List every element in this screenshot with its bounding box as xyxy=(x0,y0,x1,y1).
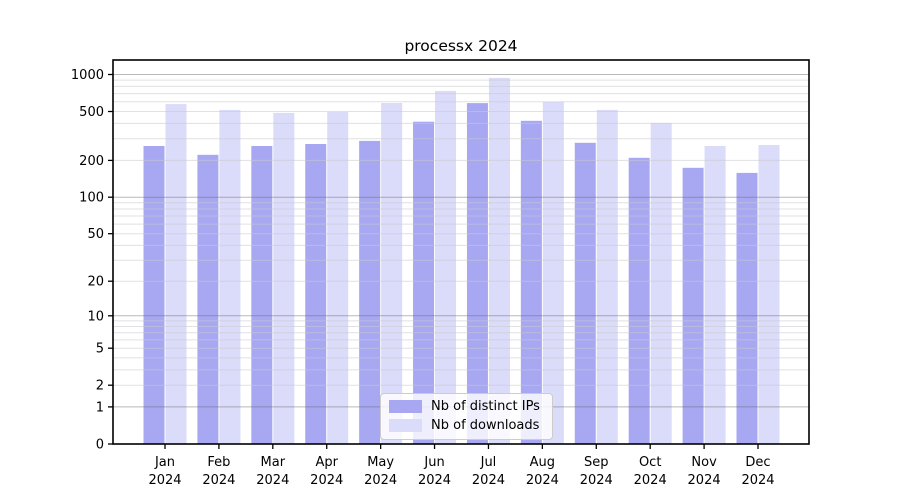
bar-distinct-ips-apr-2024 xyxy=(305,144,327,444)
bar-downloads-feb-2024 xyxy=(219,109,241,445)
y-tick-label-1000: 1000 xyxy=(71,68,104,83)
bar-distinct-ips-sep-2024 xyxy=(574,142,596,445)
bar-distinct-ips-jul-2024 xyxy=(466,103,488,444)
x-tick-label-month-mar: Mar xyxy=(261,455,286,470)
x-tick-label-month-nov: Nov xyxy=(691,455,717,470)
bar-downloads-dec-2024 xyxy=(758,145,780,444)
bars-layer xyxy=(143,77,780,445)
x-tick-label-month-oct: Oct xyxy=(639,455,661,470)
chart-title: processx 2024 xyxy=(404,37,518,55)
bar-distinct-ips-jan-2024 xyxy=(143,146,165,444)
legend-item-distinct-ips: Nb of distinct IPs xyxy=(389,399,540,414)
y-tick-label-200: 200 xyxy=(79,154,104,169)
bar-distinct-ips-feb-2024 xyxy=(197,154,219,445)
legend-label-distinct-ips: Nb of distinct IPs xyxy=(431,399,540,414)
bar-distinct-ips-may-2024 xyxy=(359,140,381,444)
legend-swatch-distinct-ips-icon xyxy=(389,400,422,413)
legend-label-downloads: Nb of downloads xyxy=(431,418,540,433)
y-tick-label-10: 10 xyxy=(87,309,104,324)
x-tick-label-year-jul: 2024 xyxy=(472,473,505,488)
y-tick-label-1: 1 xyxy=(96,400,104,415)
y-tick-label-2: 2 xyxy=(96,379,104,394)
x-tick-label-month-jun: Jun xyxy=(423,455,444,470)
bar-downloads-oct-2024 xyxy=(650,122,672,445)
bar-downloads-sep-2024 xyxy=(596,109,618,445)
x-tick-label-month-aug: Aug xyxy=(530,455,555,470)
bar-downloads-mar-2024 xyxy=(273,112,295,445)
y-tick-label-100: 100 xyxy=(79,191,104,206)
x-tick-label-month-feb: Feb xyxy=(207,455,230,470)
x-axis: Jan 2024 Feb 2024 Mar 2024 Apr 2024 May 2024 Jun 20… xyxy=(148,444,775,488)
x-tick-label-year-sep: 2024 xyxy=(580,473,613,488)
bar-distinct-ips-nov-2024 xyxy=(682,167,704,445)
y-tick-label-0: 0 xyxy=(96,438,104,453)
bar-downloads-nov-2024 xyxy=(704,146,726,444)
x-tick-label-month-apr: Apr xyxy=(315,455,338,470)
y-tick-label-20: 20 xyxy=(87,275,104,290)
x-tick-label-month-dec: Dec xyxy=(745,455,770,470)
x-tick-label-month-jul: Jul xyxy=(480,455,497,470)
x-tick-label-month-sep: Sep xyxy=(584,455,609,470)
legend: Nb of distinct IPs Nb of downloads xyxy=(380,393,553,440)
y-tick-label-5: 5 xyxy=(96,342,104,357)
legend-swatch-downloads-icon xyxy=(389,419,422,432)
bar-downloads-aug-2024 xyxy=(542,102,564,444)
bar-downloads-jul-2024 xyxy=(488,77,510,445)
bar-distinct-ips-mar-2024 xyxy=(251,146,273,444)
x-tick-label-year-may: 2024 xyxy=(364,473,397,488)
bar-downloads-jan-2024 xyxy=(165,104,187,444)
bar-distinct-ips-dec-2024 xyxy=(736,172,758,444)
x-tick-label-year-oct: 2024 xyxy=(634,473,667,488)
bar-downloads-jun-2024 xyxy=(435,90,457,445)
x-tick-label-year-jun: 2024 xyxy=(418,473,451,488)
x-tick-label-year-dec: 2024 xyxy=(741,473,774,488)
x-tick-label-month-jan: Jan xyxy=(154,455,175,470)
gridlines-layer xyxy=(113,74,809,408)
bar-distinct-ips-oct-2024 xyxy=(628,157,650,445)
x-tick-label-year-jan: 2024 xyxy=(148,473,181,488)
y-tick-label-500: 500 xyxy=(79,105,104,120)
plot-border xyxy=(112,59,810,445)
x-tick-label-year-apr: 2024 xyxy=(310,473,343,488)
x-tick-label-month-may: May xyxy=(367,455,394,470)
legend-item-downloads: Nb of downloads xyxy=(389,418,540,433)
x-tick-label-year-nov: 2024 xyxy=(688,473,721,488)
bar-distinct-ips-aug-2024 xyxy=(520,120,542,445)
x-tick-label-year-aug: 2024 xyxy=(526,473,559,488)
x-tick-label-year-feb: 2024 xyxy=(202,473,235,488)
x-tick-label-year-mar: 2024 xyxy=(256,473,289,488)
y-tick-label-50: 50 xyxy=(87,227,104,242)
bar-downloads-may-2024 xyxy=(381,103,403,444)
bar-downloads-apr-2024 xyxy=(327,111,349,445)
